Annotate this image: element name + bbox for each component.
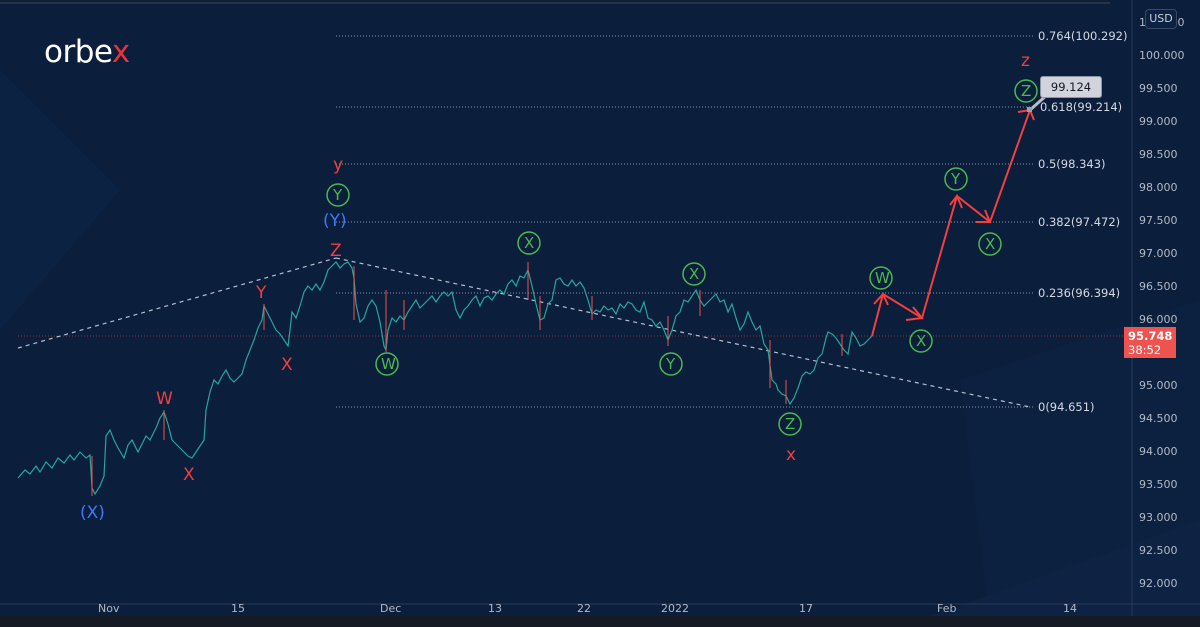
svg-text:92.000: 92.000: [1139, 577, 1178, 590]
wave-label-z-minor: z: [1021, 51, 1030, 71]
svg-text:98.000: 98.000: [1139, 181, 1178, 194]
svg-text:95.000: 95.000: [1139, 379, 1178, 392]
bottom-bar: [0, 616, 1200, 627]
trendline-falling[interactable]: [335, 257, 1031, 408]
wave-label-X-red-1: X: [183, 465, 195, 485]
circled-W-2: W: [875, 269, 890, 287]
svg-text:92.500: 92.500: [1139, 544, 1178, 557]
circled-Z-1: Z: [785, 415, 795, 433]
svg-text:15: 15: [231, 602, 245, 615]
svg-text:Feb: Feb: [937, 602, 956, 615]
wave-label-x-minor: x: [786, 445, 796, 465]
wave-label-Y-red: Y: [255, 283, 267, 303]
wave-label-Z-red: Z: [330, 241, 342, 261]
candle-wicks-red: [91, 262, 843, 496]
circled-Y-2: Y: [665, 355, 676, 373]
svg-text:22: 22: [577, 602, 591, 615]
svg-text:94.500: 94.500: [1139, 412, 1178, 425]
circled-Y-3: Y: [950, 170, 961, 188]
candles: [17, 261, 873, 496]
currency-button[interactable]: USD: [1145, 9, 1177, 29]
svg-text:Dec: Dec: [380, 602, 401, 615]
last-price-value: 95.748: [1128, 329, 1173, 343]
wave-label-W-red: W: [156, 389, 173, 409]
circled-X-2: X: [689, 265, 699, 283]
svg-text:99.500: 99.500: [1139, 82, 1178, 95]
svg-text:94.000: 94.000: [1139, 445, 1178, 458]
fib-label-05: 0.5(98.343): [1038, 157, 1106, 171]
circled-X-1: X: [524, 234, 534, 252]
circled-X-4: X: [985, 235, 995, 253]
svg-text:100.000: 100.000: [1139, 49, 1185, 62]
wave-label-X-blue: (X): [80, 503, 105, 523]
svg-text:13: 13: [488, 602, 502, 615]
bg-shape: [0, 70, 120, 330]
fib-label-0764: 0.764(100.292): [1038, 29, 1127, 43]
circled-Z-2: Z: [1021, 82, 1031, 100]
last-price-tag: 95.748 38:52: [1124, 327, 1176, 358]
orbex-logo: orbex: [44, 34, 130, 70]
forecast-path: [871, 108, 1035, 337]
svg-text:2022: 2022: [661, 602, 689, 615]
svg-text:97.000: 97.000: [1139, 247, 1178, 260]
circled-Y-1: Y: [332, 186, 343, 204]
svg-text:99.000: 99.000: [1139, 115, 1178, 128]
svg-text:96.000: 96.000: [1139, 313, 1178, 326]
fib-label-0382: 0.382(97.472): [1038, 215, 1120, 229]
circled-X-3: X: [916, 332, 926, 350]
fib-label-0618: 0.618(99.214): [1040, 100, 1122, 114]
wave-label-Y-blue: (Y): [323, 211, 347, 231]
bg-shape: [960, 300, 1200, 620]
svg-text:Nov: Nov: [98, 602, 120, 615]
circled-W-1: W: [381, 355, 396, 373]
time-axis: Nov 15 Dec 13 22 2022 17 Feb 14: [98, 602, 1077, 615]
svg-text:98.500: 98.500: [1139, 148, 1178, 161]
circled-labels: [326, 79, 1038, 436]
fib-lines: [336, 35, 1035, 408]
target-price-callout[interactable]: 99.124: [1040, 76, 1102, 98]
target-anchor[interactable]: [1027, 107, 1032, 112]
svg-text:14: 14: [1063, 602, 1077, 615]
wave-label-X-red-2: X: [281, 355, 293, 375]
svg-text:93.000: 93.000: [1139, 511, 1178, 524]
fib-label-0236: 0.236(96.394): [1038, 286, 1120, 300]
svg-text:17: 17: [799, 602, 813, 615]
fib-label-0: 0(94.651): [1038, 400, 1095, 414]
trendline-rising[interactable]: [17, 257, 337, 349]
svg-text:97.500: 97.500: [1139, 214, 1178, 227]
bar-countdown: 38:52: [1128, 343, 1162, 357]
svg-text:96.500: 96.500: [1139, 280, 1178, 293]
wave-label-y-minor: y: [333, 155, 343, 175]
svg-text:93.500: 93.500: [1139, 478, 1178, 491]
